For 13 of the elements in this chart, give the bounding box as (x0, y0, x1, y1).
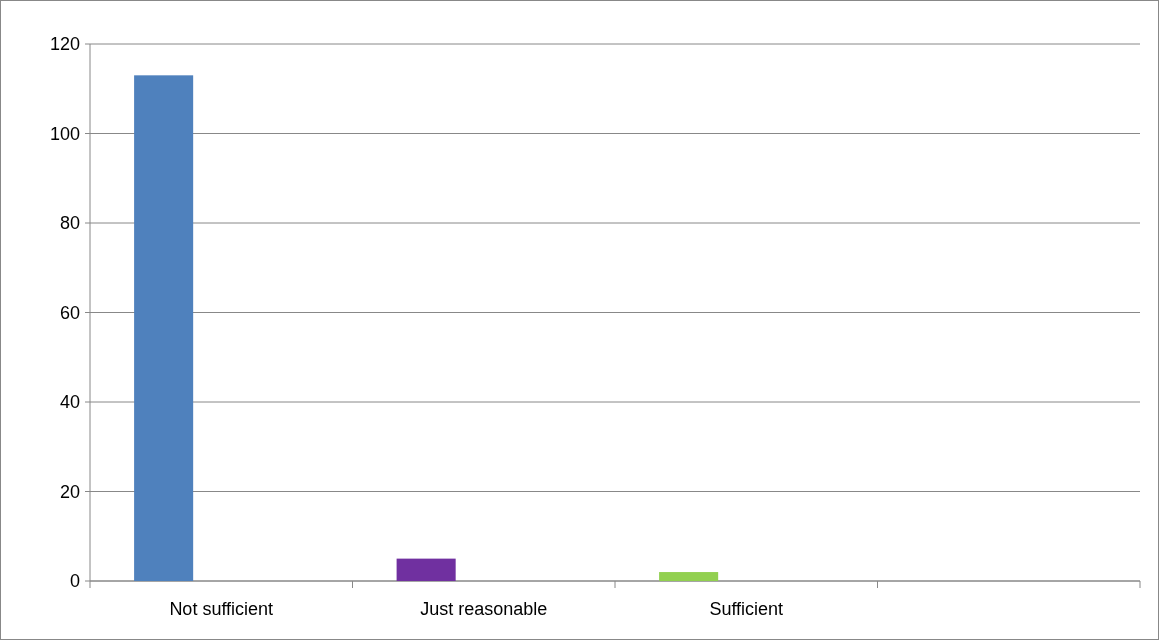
y-tick-label: 0 (69, 571, 80, 592)
y-tick-label: 120 (49, 34, 80, 55)
bar (659, 572, 719, 581)
bar (134, 75, 194, 581)
y-tick-label: 80 (59, 213, 80, 234)
y-tick-label: 100 (49, 123, 80, 144)
y-tick-label: 60 (59, 302, 80, 323)
y-tick-label: 20 (59, 481, 80, 502)
bar (396, 558, 456, 581)
y-tick-label: 40 (59, 392, 80, 413)
x-tick-label: Just reasonable (420, 599, 548, 619)
x-tick-label: Not sufficient (169, 599, 274, 619)
x-tick-label: Sufficient (709, 599, 784, 619)
